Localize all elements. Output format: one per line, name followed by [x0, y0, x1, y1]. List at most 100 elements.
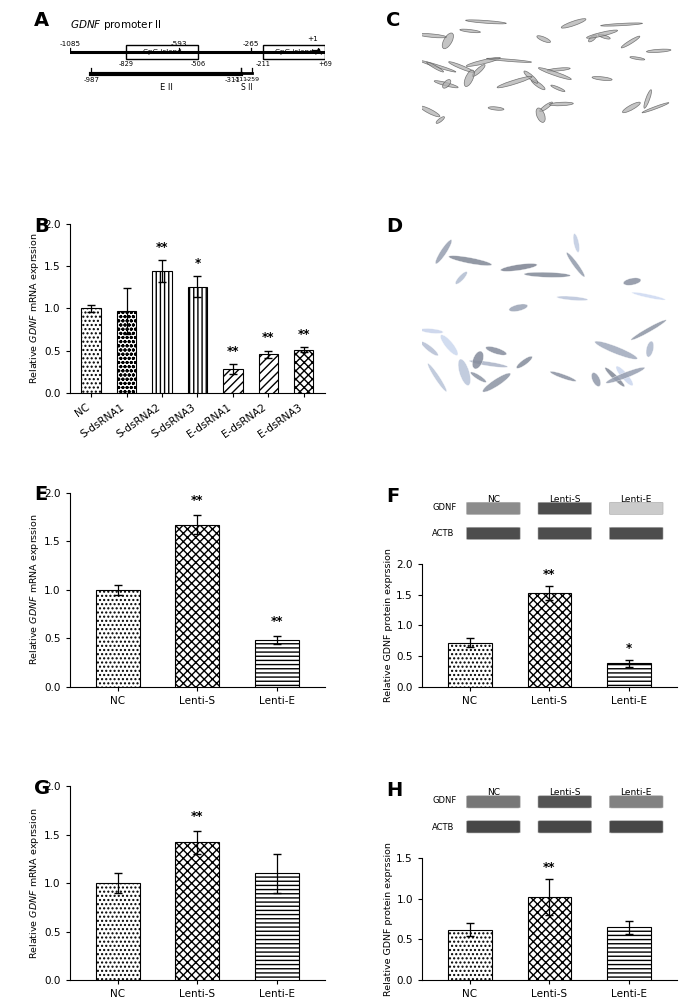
Ellipse shape: [642, 103, 669, 113]
Ellipse shape: [500, 263, 537, 271]
Bar: [528, 897, 572, 980]
Ellipse shape: [561, 19, 586, 28]
Ellipse shape: [434, 81, 458, 88]
Text: $\it{GDNF}$ promoter II: $\it{GDNF}$ promoter II: [70, 18, 162, 32]
Ellipse shape: [460, 29, 480, 33]
Ellipse shape: [420, 328, 443, 334]
Ellipse shape: [487, 58, 531, 62]
Ellipse shape: [623, 102, 640, 113]
Text: **: **: [543, 861, 556, 874]
Ellipse shape: [551, 85, 565, 92]
Text: -211: -211: [255, 61, 271, 67]
Ellipse shape: [436, 117, 445, 123]
Y-axis label: Relative $\it{GDNF}$ mRNA exprssion: Relative $\it{GDNF}$ mRNA exprssion: [29, 514, 41, 665]
Text: **: **: [262, 331, 274, 344]
Ellipse shape: [616, 366, 633, 386]
Bar: [258, 354, 278, 393]
FancyBboxPatch shape: [609, 527, 663, 539]
Ellipse shape: [428, 363, 447, 392]
Ellipse shape: [455, 272, 467, 284]
Ellipse shape: [524, 272, 570, 277]
Ellipse shape: [623, 278, 641, 285]
Ellipse shape: [418, 33, 447, 38]
Ellipse shape: [586, 30, 618, 38]
Text: S II: S II: [241, 83, 253, 92]
Text: +69: +69: [318, 61, 332, 67]
Text: **: **: [191, 810, 204, 823]
Bar: [126, 45, 198, 59]
Text: **: **: [191, 494, 204, 507]
Ellipse shape: [538, 68, 571, 80]
Ellipse shape: [547, 68, 570, 71]
Ellipse shape: [419, 60, 456, 72]
Text: **: **: [227, 345, 239, 358]
Text: **: **: [156, 241, 168, 254]
Text: Lenti-S: Lenti-S: [549, 788, 581, 797]
FancyBboxPatch shape: [466, 527, 520, 539]
Bar: [223, 369, 243, 393]
Text: NC: NC: [487, 495, 500, 504]
Text: **: **: [543, 568, 556, 581]
Text: **: **: [271, 615, 283, 628]
FancyBboxPatch shape: [538, 796, 592, 808]
FancyBboxPatch shape: [609, 796, 663, 808]
Ellipse shape: [488, 107, 504, 110]
Text: GDNF: GDNF: [432, 796, 456, 805]
Ellipse shape: [436, 240, 452, 264]
Text: GDNF: GDNF: [432, 503, 456, 512]
Y-axis label: Relative $\it{GDNF}$ mRNA exprssion: Relative $\it{GDNF}$ mRNA exprssion: [29, 233, 41, 384]
FancyBboxPatch shape: [466, 821, 520, 833]
Text: E II: E II: [160, 83, 172, 92]
Ellipse shape: [630, 57, 645, 60]
Text: D: D: [386, 217, 402, 236]
Bar: [188, 287, 207, 393]
FancyBboxPatch shape: [466, 796, 520, 808]
Ellipse shape: [632, 292, 665, 300]
Ellipse shape: [440, 335, 458, 355]
Y-axis label: Relative GDNF protein exprssion: Relative GDNF protein exprssion: [385, 548, 394, 702]
Ellipse shape: [644, 90, 651, 108]
Text: G: G: [34, 779, 50, 798]
Text: *: *: [194, 257, 200, 270]
Text: ACTB: ACTB: [432, 823, 454, 832]
Ellipse shape: [524, 71, 538, 83]
Text: F: F: [386, 487, 399, 506]
Ellipse shape: [646, 49, 671, 53]
Ellipse shape: [470, 372, 487, 382]
Bar: [263, 45, 325, 59]
Ellipse shape: [469, 360, 507, 367]
Bar: [96, 883, 140, 980]
Text: Lenti-S: Lenti-S: [549, 495, 581, 504]
Bar: [607, 927, 651, 980]
Text: CpG island: CpG island: [274, 49, 313, 55]
Text: E: E: [34, 485, 47, 504]
Ellipse shape: [426, 62, 443, 72]
Ellipse shape: [595, 341, 637, 359]
Text: -593: -593: [170, 41, 187, 47]
Ellipse shape: [540, 102, 553, 112]
Ellipse shape: [573, 234, 579, 252]
Ellipse shape: [605, 367, 625, 387]
Ellipse shape: [458, 359, 470, 386]
Bar: [117, 311, 136, 393]
Text: H: H: [386, 781, 403, 800]
Ellipse shape: [421, 342, 438, 356]
Ellipse shape: [567, 252, 585, 277]
Text: NC: NC: [487, 788, 500, 797]
Text: Lenti-E: Lenti-E: [621, 788, 652, 797]
Y-axis label: Relative GDNF protein exprssion: Relative GDNF protein exprssion: [385, 842, 394, 996]
FancyBboxPatch shape: [538, 502, 592, 514]
Text: CpG island: CpG island: [142, 49, 181, 55]
Ellipse shape: [592, 76, 612, 81]
Text: -506: -506: [191, 61, 205, 67]
Ellipse shape: [466, 57, 500, 66]
Text: **: **: [297, 328, 310, 341]
Ellipse shape: [466, 20, 506, 24]
Bar: [528, 593, 572, 687]
Bar: [448, 930, 491, 980]
Bar: [607, 663, 651, 687]
Bar: [82, 308, 101, 393]
Ellipse shape: [646, 341, 654, 357]
Text: -259: -259: [246, 77, 260, 82]
Ellipse shape: [537, 36, 551, 43]
